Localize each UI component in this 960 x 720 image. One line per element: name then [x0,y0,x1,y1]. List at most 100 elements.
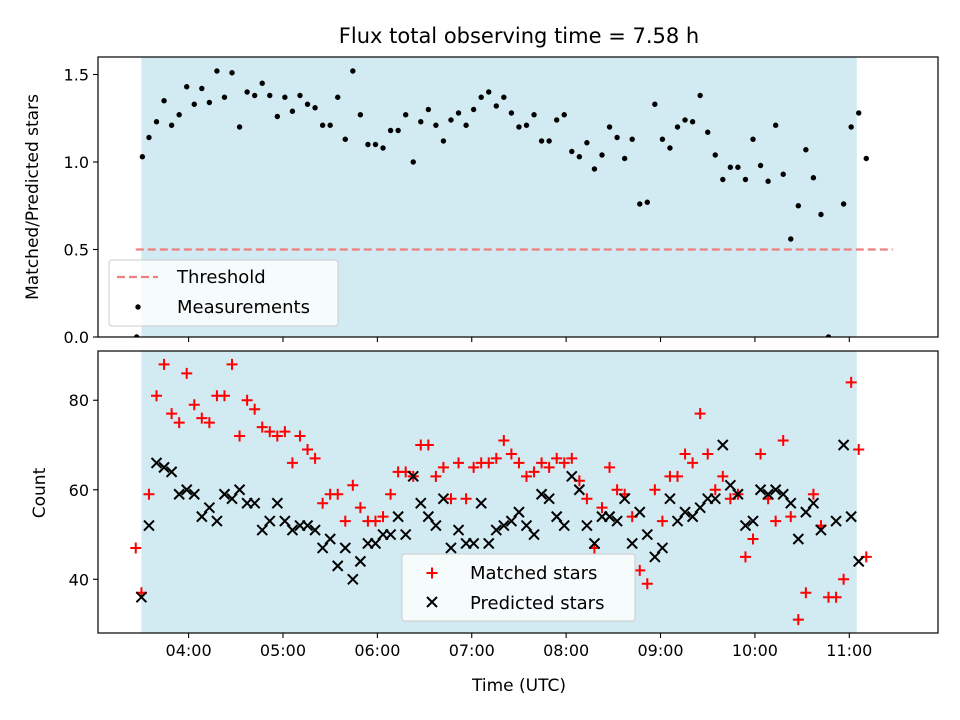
measurement-point [757,162,764,169]
predicted-star-point [807,497,820,509]
predicted-star-point [384,528,397,541]
predicted-star-point [452,524,465,536]
predicted-star-point [399,528,412,541]
matched-star-point [347,479,359,491]
measurement-point [772,122,779,128]
matched-star-point [317,497,329,509]
predicted-star-point [535,488,548,500]
matched-star-point [800,587,812,599]
measurement-point [448,117,454,123]
measurement-point [614,134,620,141]
predicted-star-point [641,528,654,541]
measurement-point [206,99,213,106]
matched-star-point [596,502,608,514]
measurement-point [531,112,537,118]
chart-title: Flux total observing time = 7.58 h [339,24,699,48]
matched-star-point [830,591,842,603]
measurement-point [259,80,265,86]
measurement-point [319,122,326,128]
matched-star-point [241,394,253,406]
matched-star-point [249,403,261,415]
predicted-star-point [188,488,200,500]
bottom-legend-box [401,553,636,622]
measurement-point [848,124,854,130]
measurement-point [433,122,439,128]
measurement-point [508,110,515,116]
measurement-point [810,175,817,181]
legend-predicted-swatch [426,596,438,608]
legend-threshold-label: Threshold [176,267,266,288]
measurement-point [863,155,869,162]
predicted-star-point [407,470,419,483]
bottom-y-tick-label: 40 [69,570,89,589]
top-legend: Threshold Measurements [108,259,339,327]
bottom-frame [97,350,939,634]
predicted-star-point [717,439,729,451]
predicted-star-point [475,497,487,509]
matched-star-point [445,493,457,505]
measurement-point [214,68,220,74]
predicted-star-point [430,519,442,532]
matched-star-point [755,448,767,460]
predicted-star-point [626,537,638,550]
matched-star-point [845,376,857,388]
matched-star-point [656,515,668,527]
measurement-point [380,145,386,151]
matched-star-point [256,421,268,433]
measurement-point [667,145,673,151]
predicted-star-point [498,519,510,532]
measurement-point [742,176,749,183]
measurement-point [274,113,281,120]
matched-star-point [853,443,865,455]
matched-star-point [143,488,155,500]
matched-star-point [286,457,298,469]
matched-star-point [354,502,366,514]
measurement-point [418,119,424,125]
bottom-y-tick-label: 80 [69,391,89,410]
measurement-point [750,136,756,142]
predicted-star-point [445,542,457,554]
matched-star-point [702,448,714,460]
matched-star-point [385,488,397,500]
matched-star-point [747,533,759,545]
top-y-axis-label: Matched/Predicted stars [23,94,43,300]
predicted-star-point [437,493,450,505]
predicted-star-point [143,519,155,532]
measurement-point [780,171,786,177]
matched-star-point [158,358,170,370]
matched-star-point [807,488,819,500]
predicted-star-point [845,510,857,523]
measurement-point [168,122,175,128]
measurement-point [697,92,703,99]
measurement-point [282,94,288,100]
measurement-point [184,84,190,90]
predicted-star-point [165,466,178,478]
measurement-point [350,68,356,74]
measurement-point [856,110,862,116]
predicted-star-point [490,524,502,536]
matched-star-point [770,515,782,527]
matched-star-point [838,573,850,585]
matched-star-point [151,390,163,402]
measurement-point [493,103,499,109]
matched-star-point [369,515,381,527]
bottom-x-tick-label: 08:00 [543,641,589,660]
matched-star-point [604,461,616,473]
measurement-point [599,152,605,158]
matched-star-point [234,430,246,442]
matched-star-point [309,452,321,464]
predicted-star-point [415,497,427,509]
measurement-point [637,201,643,207]
predicted-star-point [324,533,336,545]
measurement-point [221,94,228,100]
predicted-star-point [581,519,593,532]
legend-measurements-swatch [135,304,141,310]
bottom-x-tick-label: 09:00 [637,641,683,660]
predicted-star-point [815,524,827,536]
measurement-point [561,112,567,118]
predicted-star-point [785,497,797,509]
top-frame [97,56,939,338]
predicted-star-point [339,542,351,554]
predicted-star-point [732,488,744,500]
